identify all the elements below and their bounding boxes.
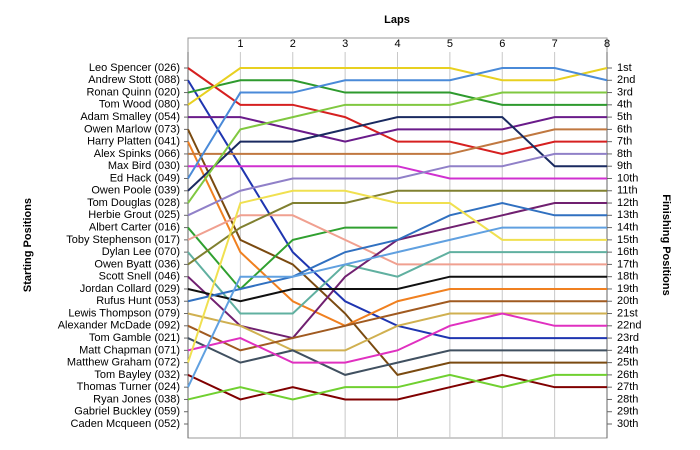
series-line — [188, 165, 607, 180]
legend-entry: Alex Spinks (066) — [94, 148, 180, 160]
legend-entry: Matt Chapman (071) — [79, 344, 180, 356]
legend-entry: Tom Bayley (032) — [94, 369, 180, 381]
y2-tick-label: 11th — [617, 185, 638, 197]
legend-entry: Owen Marlow (073) — [84, 123, 180, 135]
y2-axis-title: Finishing Positions — [660, 194, 672, 295]
y2-tick-label: 20th — [617, 295, 638, 307]
y2-tick-label: 1st — [617, 62, 632, 74]
y2-tick-label: 9th — [617, 160, 632, 172]
legend-entry: Albert Carter (016) — [89, 221, 180, 233]
legend-entry: Tom Douglas (028) — [87, 197, 180, 209]
legend-entry: Toby Stephenson (017) — [66, 234, 180, 246]
legend-entry: Ed Hack (049) — [110, 172, 180, 184]
legend-entry: Harry Platten (041) — [87, 136, 180, 148]
x-tick-label: 7 — [552, 38, 558, 50]
series-line — [188, 128, 607, 155]
y2-tick-label: 30th — [617, 418, 638, 430]
legend-entry: Caden Mcqueen (052) — [71, 418, 180, 430]
series-line — [187, 128, 607, 377]
series-line — [187, 373, 607, 401]
x-tick-label: 8 — [604, 38, 610, 50]
series-line — [187, 67, 608, 106]
y2-tick-label: 17th — [617, 258, 638, 270]
legend-entry: Adam Smalley (054) — [80, 111, 180, 123]
x-tick-label: 2 — [290, 38, 296, 50]
legend-entry: Gabriel Buckley (059) — [74, 406, 180, 418]
y2-tick-label: 28th — [617, 393, 638, 405]
x-tick-label: 4 — [394, 38, 400, 50]
series-line — [187, 373, 607, 401]
legend-entry: Rufus Hunt (053) — [96, 295, 180, 307]
y2-tick-label: 10th — [617, 172, 638, 184]
series-line — [187, 189, 607, 363]
series-line — [187, 226, 398, 291]
series-line — [187, 189, 607, 266]
legend-entry: Ryan Jones (038) — [93, 393, 180, 405]
legend-entry: Dylan Lee (070) — [102, 246, 180, 258]
legend-entry: Tom Wood (080) — [99, 99, 180, 111]
y2-tick-label: 27th — [617, 381, 638, 393]
y2-tick-label: 22nd — [617, 320, 641, 332]
legend-entry: Andrew Stott (088) — [88, 74, 180, 86]
legend-entry: Lewis Thompson (079) — [68, 307, 180, 319]
y2-tick-label: 8th — [617, 148, 632, 160]
y2-tick-label: 7th — [617, 136, 632, 148]
legend-entry: Herbie Grout (025) — [88, 209, 180, 221]
y2-tick-label: 26th — [617, 369, 638, 381]
series-line — [187, 275, 607, 303]
series-line — [187, 91, 607, 204]
series-line — [187, 67, 607, 155]
series-line — [187, 337, 607, 376]
x-tick-label: 3 — [342, 38, 348, 50]
series-line — [187, 141, 607, 327]
legend-entry: Alexander McDade (092) — [58, 320, 180, 332]
y2-tick-label: 12th — [617, 197, 638, 209]
x-tick-label: 6 — [499, 38, 505, 50]
y2-tick-label: 6th — [617, 123, 632, 135]
y2-tick-label: 15th — [617, 234, 638, 246]
y2-tick-label: 4th — [617, 99, 632, 111]
series-line — [188, 116, 607, 143]
legend-entry: Tom Gamble (021) — [89, 332, 180, 344]
series-line — [187, 312, 607, 364]
legend-entry: Jordan Collard (029) — [80, 283, 180, 295]
y2-tick-label: 14th — [617, 221, 638, 233]
series-line — [187, 202, 607, 303]
y-axis-title: Starting Positions — [22, 198, 34, 292]
series-line — [187, 116, 607, 192]
legend-entry: Owen Byatt (036) — [94, 258, 180, 270]
series-line — [187, 79, 607, 106]
series-line — [187, 312, 607, 352]
y2-tick-label: 16th — [617, 246, 638, 258]
legend-entry: Thomas Turner (024) — [77, 381, 180, 393]
series-line — [187, 226, 607, 388]
chart-title: Laps — [384, 14, 410, 26]
y2-tick-label: 29th — [617, 406, 638, 418]
series-line — [187, 67, 608, 180]
x-tick-label: 5 — [447, 38, 453, 50]
legend-entry: Leo Spencer (026) — [89, 62, 180, 74]
series-line — [187, 152, 607, 217]
legend-entry: Owen Poole (039) — [91, 185, 180, 197]
series-line — [187, 251, 607, 315]
y2-tick-label: 13th — [617, 209, 638, 221]
y2-tick-label: 2nd — [617, 74, 635, 86]
y2-tick-label: 25th — [617, 357, 638, 369]
y2-tick-label: 3rd — [617, 86, 633, 98]
legend-entry: Matthew Graham (072) — [67, 357, 180, 369]
y2-tick-label: 18th — [617, 271, 638, 283]
series-line — [187, 214, 607, 266]
y2-tick-label: 5th — [617, 111, 632, 123]
y2-tick-label: 23rd — [617, 332, 639, 344]
y2-tick-label: 21st — [617, 307, 638, 319]
y2-tick-label: 24th — [617, 344, 638, 356]
y2-tick-label: 19th — [617, 283, 638, 295]
legend-entry: Max Bird (030) — [108, 160, 180, 172]
legend-entry: Scott Snell (046) — [99, 271, 180, 283]
legend-entry: Ronan Quinn (020) — [86, 86, 180, 98]
x-tick-label: 1 — [237, 38, 243, 50]
